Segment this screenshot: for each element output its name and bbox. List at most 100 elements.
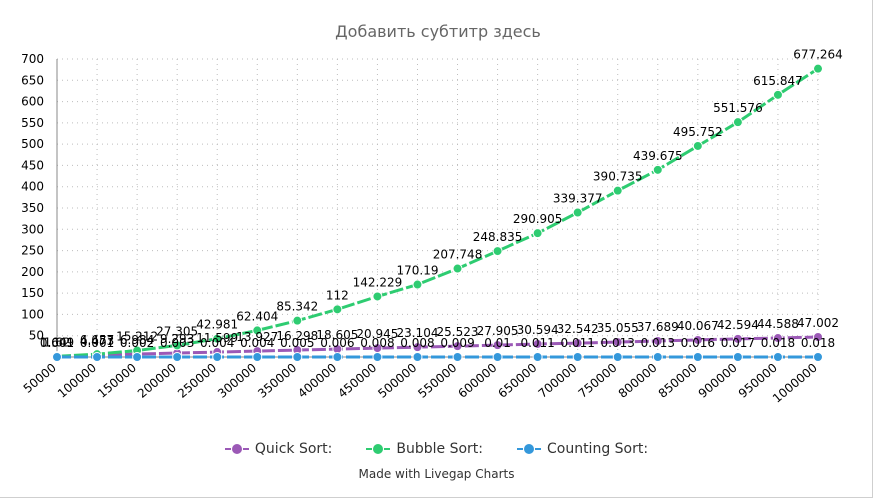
x-tick-label: 200000 <box>135 361 179 401</box>
data-label: 42.981 <box>196 318 238 332</box>
series-line <box>56 335 819 358</box>
x-tick-label: 750000 <box>576 361 620 401</box>
data-point <box>652 335 663 346</box>
data-label: 23.104 <box>396 326 438 340</box>
data-label: 9.293 <box>160 332 194 346</box>
legend-item[interactable]: Bubble Sort: <box>366 441 483 457</box>
legend-marker <box>516 443 541 455</box>
legend-marker <box>366 443 391 455</box>
x-tick-label: 550000 <box>415 361 459 401</box>
y-tick-label: 250 <box>21 244 44 258</box>
legend-dot <box>523 444 534 454</box>
data-label: 0.008 <box>360 336 394 350</box>
data-label: 0.009 <box>440 336 474 350</box>
x-tick-label: 650000 <box>495 361 539 401</box>
data-label: 15.212 <box>116 330 158 344</box>
data-point <box>52 351 62 362</box>
data-label: 390.735 <box>593 170 643 184</box>
data-label: 0.004 <box>200 336 234 350</box>
y-tick-label: 500 <box>21 137 44 151</box>
legend-marker <box>224 443 249 455</box>
data-point <box>252 325 263 336</box>
y-tick-label: 650 <box>21 73 44 87</box>
data-label: 40.067 <box>677 319 719 333</box>
chart-title: Добавить субтитр здесь <box>335 22 541 41</box>
x-tick-label: 700000 <box>536 361 580 401</box>
data-label: 615.847 <box>753 74 803 88</box>
data-label: 0.004 <box>240 336 274 350</box>
data-label: 42.594 <box>717 318 759 332</box>
data-point <box>532 338 543 349</box>
x-tick-label: 500000 <box>375 361 419 401</box>
y-tick-label: 450 <box>21 158 44 172</box>
data-label: 44.588 <box>757 317 799 331</box>
legend-item[interactable]: Quick Sort: <box>224 441 333 457</box>
data-label: 0.005 <box>280 336 314 350</box>
data-label: 16.298 <box>276 329 318 343</box>
line-chart: Добавить субтитр здесь 50 100 150 200 250 300… <box>21 22 843 406</box>
data-point <box>772 333 783 344</box>
data-point <box>492 351 503 362</box>
data-label: 495.752 <box>673 125 723 139</box>
data-point <box>332 304 343 315</box>
data-label: 1.649 <box>40 335 74 349</box>
data-point <box>772 89 783 100</box>
data-label: 0.001 <box>40 336 74 350</box>
data-point <box>92 351 103 362</box>
data-label: 27.905 <box>477 324 519 338</box>
legend-dot <box>231 444 242 454</box>
data-point <box>652 351 663 362</box>
x-tick-label: 100000 <box>55 361 99 401</box>
y-tick-label: 200 <box>21 265 44 279</box>
data-point <box>692 351 703 362</box>
data-point <box>412 342 423 353</box>
data-label: 0.018 <box>801 336 835 350</box>
data-point <box>212 333 223 344</box>
data-label: 677.264 <box>793 48 843 62</box>
series-line <box>56 67 819 358</box>
data-point <box>172 351 183 362</box>
data-point <box>492 246 503 257</box>
legend-item[interactable]: Counting Sort: <box>516 441 649 457</box>
data-label: 4.473 <box>80 334 114 348</box>
data-point <box>452 341 463 352</box>
data-point <box>132 351 143 362</box>
data-point <box>332 351 343 362</box>
data-label: 0.01 <box>484 336 511 350</box>
data-point <box>813 331 823 342</box>
data-label: 6.657 <box>80 333 114 347</box>
data-label: 0.006 <box>320 336 354 350</box>
legend-label: Quick Sort: <box>254 441 333 457</box>
data-label: 248.835 <box>473 230 523 244</box>
data-point <box>732 117 743 128</box>
data-label: 439.675 <box>633 149 683 163</box>
data-point <box>532 228 543 239</box>
data-label: 47.002 <box>797 316 839 330</box>
data-point <box>412 351 423 362</box>
data-point <box>692 334 703 345</box>
data-point <box>532 351 543 362</box>
x-tick-label: 150000 <box>95 361 139 401</box>
series <box>52 63 823 362</box>
data-label: 290.905 <box>513 212 563 226</box>
data-label: 1.62 <box>44 335 71 349</box>
data-point <box>612 337 623 348</box>
x-tick-label: 400000 <box>295 361 339 401</box>
data-point <box>212 351 223 362</box>
legend-label: Counting Sort: <box>546 441 649 457</box>
data-label: 112 <box>326 288 349 302</box>
data-label: 170.19 <box>396 264 438 278</box>
data-label: 27.305 <box>156 324 198 338</box>
x-tick-label: 900000 <box>696 361 740 401</box>
y-tick-label: 600 <box>21 95 44 109</box>
data-point <box>732 351 743 362</box>
data-point <box>692 140 703 151</box>
data-label: 37.689 <box>637 320 679 334</box>
y-tick-label: 350 <box>21 201 44 215</box>
data-point <box>252 351 263 362</box>
y-tick-label: 300 <box>21 222 44 236</box>
data-label: 62.404 <box>236 309 278 323</box>
y-tick-label: 50 <box>29 329 44 343</box>
y-tick-label: 400 <box>21 180 44 194</box>
